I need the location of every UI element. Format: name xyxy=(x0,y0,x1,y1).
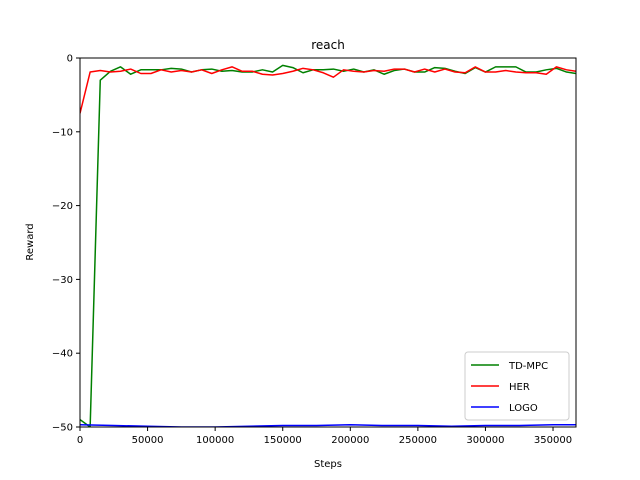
x-tick-label: 350000 xyxy=(534,435,572,446)
y-tick-label: 0 xyxy=(67,54,73,65)
y-axis: 0 −10 −20 −30 −40 −50 xyxy=(52,54,80,434)
x-tick-label: 0 xyxy=(77,435,83,446)
plot-frame xyxy=(79,57,577,428)
x-tick-label: 250000 xyxy=(399,435,437,446)
y-tick-label: −50 xyxy=(52,423,73,434)
y-tick-label: −10 xyxy=(52,127,73,138)
legend-label-her: HER xyxy=(509,382,530,393)
series-line-her xyxy=(80,66,576,114)
x-axis-label: Steps xyxy=(314,459,342,470)
y-tick-label: −30 xyxy=(52,275,73,286)
y-tick-label: −20 xyxy=(52,201,73,212)
legend-label-logo: LOGO xyxy=(509,403,538,414)
y-tick-label: −40 xyxy=(52,349,73,360)
chart-title: reach xyxy=(311,38,345,52)
x-tick-label: 100000 xyxy=(196,435,234,446)
x-tick-label: 150000 xyxy=(264,435,302,446)
x-tick-label: 200000 xyxy=(331,435,369,446)
y-axis-label: Reward xyxy=(25,223,36,260)
x-axis: 0 50000 100000 150000 200000 250000 300000 3500… xyxy=(77,427,572,446)
legend-box xyxy=(464,351,570,421)
legend-label-td-mpc: TD-MPC xyxy=(508,361,548,372)
legend: TD-MPC HER LOGO xyxy=(464,351,570,421)
x-tick-label: 300000 xyxy=(466,435,504,446)
x-tick-label: 50000 xyxy=(132,435,164,446)
